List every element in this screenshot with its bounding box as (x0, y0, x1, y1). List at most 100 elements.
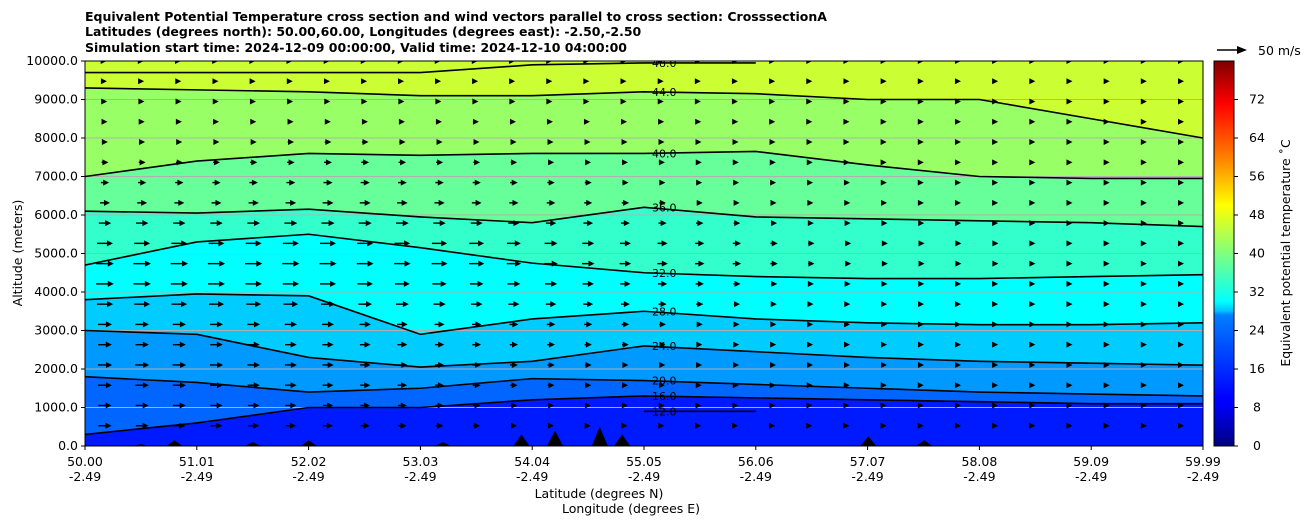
wind-vector (323, 78, 330, 85)
wind-vector (97, 361, 113, 368)
wind-vector (1103, 321, 1110, 328)
wind-vector (173, 220, 186, 227)
wind-vector-head (992, 321, 999, 328)
wind-vector-head (361, 98, 368, 105)
wind-vector-head (843, 98, 850, 105)
wind-vector-head (733, 361, 740, 368)
wind-vector (770, 240, 778, 247)
wind-vector (434, 199, 445, 206)
wind-vector-head (1103, 301, 1110, 308)
wind-vector (954, 422, 961, 429)
wind-vector-head (175, 98, 182, 105)
wind-vector-head (548, 402, 555, 409)
wind-vector (992, 422, 999, 429)
wind-vector (1140, 341, 1147, 348)
wind-vector (133, 260, 151, 267)
wind-vector (954, 341, 961, 348)
wind-vector-head (1029, 402, 1036, 409)
wind-vector-head (360, 61, 367, 64)
wind-vector (918, 321, 925, 328)
wind-vector (696, 361, 703, 368)
wind-vector (621, 402, 628, 409)
wind-vector (360, 382, 371, 389)
wind-vector (284, 321, 297, 328)
wind-vector (695, 280, 704, 287)
wind-vector-head (807, 199, 814, 206)
wind-vector (245, 280, 262, 287)
wind-vector (1103, 280, 1110, 287)
wind-vector (358, 301, 373, 308)
wind-vector-head (1066, 321, 1073, 328)
wind-vector (397, 179, 407, 186)
wind-vector-head (142, 422, 149, 429)
wind-vector (472, 382, 481, 389)
wind-vector (1178, 240, 1184, 247)
wind-vector-head (550, 220, 557, 227)
wind-vector-head (1029, 321, 1036, 328)
wind-vector-head (213, 118, 220, 125)
wind-vector (1140, 321, 1147, 328)
wind-vector (582, 240, 595, 247)
wind-vector (432, 280, 447, 287)
wind-vector-head (806, 61, 813, 64)
wind-vector (322, 341, 334, 348)
wind-vector-head (144, 301, 151, 308)
x-tick-label-lat: 58.08 (962, 454, 998, 469)
wind-vector (247, 341, 260, 348)
wind-vector (544, 240, 558, 247)
wind-vector (619, 260, 632, 267)
colorbar-ticks: 0 8 16 24 32 40 48 56 64 72 (1234, 92, 1265, 453)
wind-vector-head (583, 78, 590, 85)
wind-vector-head (1029, 240, 1036, 247)
wind-vector-head (138, 118, 145, 125)
wind-vector (695, 240, 705, 247)
wind-vector-head (588, 260, 595, 267)
wind-vector-head (843, 61, 850, 64)
wind-vector (213, 118, 220, 125)
wind-vector-head (181, 240, 188, 247)
wind-vector (547, 139, 554, 146)
wind-vector (1178, 118, 1184, 125)
wind-vector (696, 220, 704, 227)
wind-vector-head (179, 382, 186, 389)
wind-vector (208, 280, 225, 287)
x-axis-label-2: Longitude (degrees E) (562, 501, 700, 516)
wind-vector (880, 402, 887, 409)
wind-vector-head (954, 422, 961, 429)
wind-vector-head (548, 382, 555, 389)
wind-vector (359, 321, 371, 328)
wind-vector-head (548, 341, 555, 348)
wind-vector-head (954, 179, 961, 186)
wind-vector-head (881, 240, 888, 247)
wind-vector-head (955, 240, 962, 247)
wind-vector (917, 422, 924, 429)
wind-vector-head (954, 61, 961, 64)
wind-vector-head (696, 179, 703, 186)
wind-vector (881, 240, 888, 247)
wind-vector-head (770, 199, 777, 206)
wind-vector (1029, 402, 1036, 409)
wind-vector-head (1140, 361, 1147, 368)
wind-vector-head (361, 118, 368, 125)
x-tick-label-lat: 55.05 (626, 454, 662, 469)
wind-vector-head (1140, 240, 1147, 247)
colorbar-label: Equivalent potential temperature ˚C (1278, 139, 1293, 367)
wind-vector (769, 422, 776, 429)
wind-vector (992, 139, 999, 146)
wind-vector-head (250, 118, 257, 125)
colorbar-tick-label: 8 (1253, 400, 1261, 415)
wind-vector-head (1029, 139, 1036, 146)
wind-vector-head (478, 260, 485, 267)
wind-vector-head (326, 422, 333, 429)
wind-vector-head (954, 139, 961, 146)
wind-vector-head (398, 118, 405, 125)
wind-vector-head (478, 240, 485, 247)
wind-vector (808, 240, 815, 247)
wind-vector-head (180, 361, 187, 368)
wind-vector-head (366, 280, 373, 287)
wind-vector-head (992, 280, 999, 287)
wind-vector-head (1066, 422, 1073, 429)
wind-vector-head (107, 301, 114, 308)
wind-vector-head (327, 321, 334, 328)
wind-vector (434, 321, 445, 328)
